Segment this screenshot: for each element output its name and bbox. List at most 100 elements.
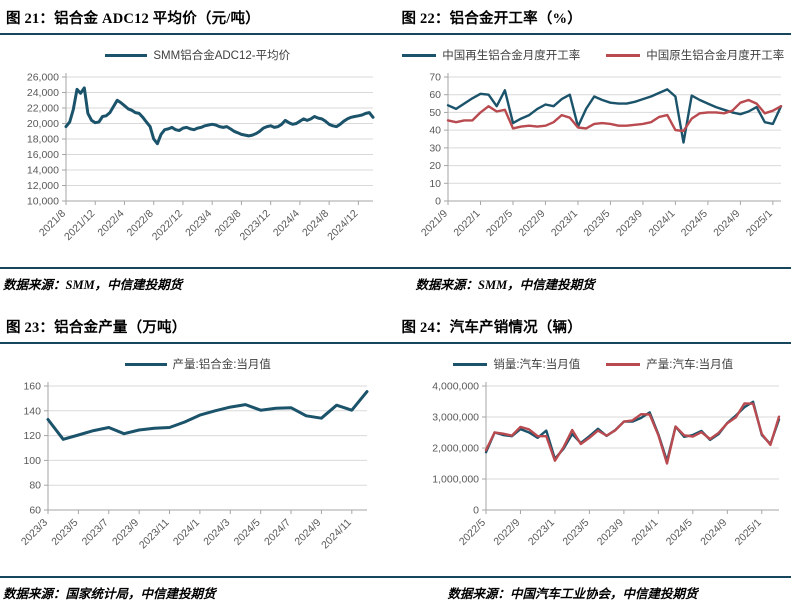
svg-text:2024/3: 2024/3 xyxy=(201,517,232,548)
svg-text:70: 70 xyxy=(429,72,441,84)
svg-text:12,000: 12,000 xyxy=(27,180,59,192)
legend-item: 中国原生铝合金月度开工率 xyxy=(606,47,784,63)
legend-line-marker xyxy=(606,363,640,366)
legend-24: 销量:汽车:当月值 产量:汽车:当月值 xyxy=(396,352,791,376)
svg-text:14,000: 14,000 xyxy=(27,165,59,177)
legend-item: 销量:汽车:当月值 xyxy=(453,356,580,372)
legend-label: 产量:汽车:当月值 xyxy=(646,356,733,372)
auto-prod-sales-chart: 01,000,0002,000,0003,000,0004,000,000202… xyxy=(396,376,791,574)
svg-text:2025/1: 2025/1 xyxy=(732,517,763,548)
svg-text:2024/9: 2024/9 xyxy=(711,208,742,239)
legend-label: 中国再生铝合金月度开工率 xyxy=(442,47,580,63)
legend-line-marker xyxy=(402,54,436,57)
svg-text:2024/5: 2024/5 xyxy=(678,208,709,239)
svg-text:100: 100 xyxy=(23,455,41,467)
svg-text:2022/5: 2022/5 xyxy=(483,208,514,239)
chart-title-21: 图 21：铝合金 ADC12 平均价（元/吨） xyxy=(0,0,396,35)
svg-text:2022/5: 2022/5 xyxy=(456,517,487,548)
svg-text:60: 60 xyxy=(29,505,41,517)
legend-label: 销量:汽车:当月值 xyxy=(493,356,580,372)
panel-operating-rate: 图 22：铝合金开工率（%） 中国再生铝合金月度开工率中国原生铝合金月度开工率 … xyxy=(396,0,791,265)
svg-text:2024/9: 2024/9 xyxy=(698,517,729,548)
top-chart-row: 图 21：铝合金 ADC12 平均价（元/吨） SMM铝合金ADC12-平均价 … xyxy=(0,0,791,265)
svg-text:2023/1: 2023/1 xyxy=(525,517,556,548)
legend-label: SMM铝合金ADC12-平均价 xyxy=(153,47,290,63)
svg-text:2023/7: 2023/7 xyxy=(80,517,111,548)
svg-text:2021/12: 2021/12 xyxy=(62,208,97,243)
svg-text:2025/1: 2025/1 xyxy=(743,208,774,239)
chart-title-22: 图 22：铝合金开工率（%） xyxy=(396,0,791,35)
svg-text:2024/7: 2024/7 xyxy=(262,517,293,548)
svg-text:2023/5: 2023/5 xyxy=(581,208,612,239)
svg-text:0: 0 xyxy=(435,196,441,208)
svg-text:2,000,000: 2,000,000 xyxy=(432,443,479,455)
svg-text:1,000,000: 1,000,000 xyxy=(432,474,479,486)
source-row-bottom: 数据来源：国家统计局，中信建投期货 数据来源：中国汽车工业协会，中信建投期货 xyxy=(0,576,791,612)
svg-text:80: 80 xyxy=(29,480,41,492)
svg-text:2022/9: 2022/9 xyxy=(491,517,522,548)
svg-text:2023/9: 2023/9 xyxy=(613,208,644,239)
svg-text:2022/1: 2022/1 xyxy=(451,208,482,239)
source-24: 数据来源：中国汽车工业协会，中信建投期货 xyxy=(396,578,791,612)
source-23: 数据来源：国家统计局，中信建投期货 xyxy=(0,578,396,612)
svg-text:22,000: 22,000 xyxy=(27,103,59,115)
svg-text:40: 40 xyxy=(429,125,441,137)
legend-item: 中国再生铝合金月度开工率 xyxy=(402,47,580,63)
svg-text:2023/1: 2023/1 xyxy=(548,208,579,239)
svg-text:16,000: 16,000 xyxy=(27,149,59,161)
legend-line-marker xyxy=(105,54,147,57)
panel-adc12-price: 图 21：铝合金 ADC12 平均价（元/吨） SMM铝合金ADC12-平均价 … xyxy=(0,0,396,265)
svg-text:2024/5: 2024/5 xyxy=(232,517,263,548)
svg-text:2024/11: 2024/11 xyxy=(319,517,354,552)
source-21: 数据来源：SMM，中信建投期货 xyxy=(0,269,396,303)
svg-text:4,000,000: 4,000,000 xyxy=(432,381,479,393)
chart-title-23: 图 23：铝合金产量（万吨） xyxy=(0,309,396,344)
svg-text:2023/12: 2023/12 xyxy=(237,208,272,243)
svg-text:10,000: 10,000 xyxy=(27,196,59,208)
svg-text:20: 20 xyxy=(429,160,441,172)
svg-text:10: 10 xyxy=(429,178,441,190)
adc12-price-chart: 10,000 12,000 14,000 16,000 18,000 20,000 22,0… xyxy=(0,67,395,265)
legend-22: 中国再生铝合金月度开工率 中国原生铝合金月度开工率 xyxy=(396,43,791,67)
svg-text:2023/5: 2023/5 xyxy=(560,517,591,548)
svg-text:2024/1: 2024/1 xyxy=(646,208,677,239)
legend-item: SMM铝合金ADC12-平均价 xyxy=(105,47,290,63)
svg-text:2024/1: 2024/1 xyxy=(171,517,202,548)
svg-text:2024/4: 2024/4 xyxy=(271,208,302,239)
legend-23: 产量:铝合金:当月值 xyxy=(0,352,396,376)
svg-text:60: 60 xyxy=(429,89,441,101)
legend-line-marker xyxy=(125,363,167,366)
svg-text:2024/1: 2024/1 xyxy=(629,517,660,548)
svg-text:24,000: 24,000 xyxy=(27,87,59,99)
legend-item: 产量:汽车:当月值 xyxy=(606,356,733,372)
svg-text:2022/12: 2022/12 xyxy=(150,208,185,243)
svg-text:2023/9: 2023/9 xyxy=(594,517,625,548)
svg-text:0: 0 xyxy=(473,505,479,517)
svg-text:2024/12: 2024/12 xyxy=(325,208,360,243)
svg-text:50: 50 xyxy=(429,107,441,119)
svg-text:2022/4: 2022/4 xyxy=(95,208,126,239)
svg-text:2023/11: 2023/11 xyxy=(137,517,172,552)
legend-item: 产量:铝合金:当月值 xyxy=(125,356,271,372)
legend-line-marker xyxy=(453,363,487,366)
svg-text:160: 160 xyxy=(23,381,41,393)
svg-text:2023/4: 2023/4 xyxy=(183,208,214,239)
legend-label: 中国原生铝合金月度开工率 xyxy=(646,47,784,63)
svg-text:2021/9: 2021/9 xyxy=(418,208,449,239)
svg-text:30: 30 xyxy=(429,142,441,154)
legend-label: 产量:铝合金:当月值 xyxy=(173,356,271,372)
legend-21: SMM铝合金ADC12-平均价 xyxy=(0,43,396,67)
svg-text:18,000: 18,000 xyxy=(27,134,59,146)
svg-text:120: 120 xyxy=(23,430,41,442)
svg-text:2023/5: 2023/5 xyxy=(49,517,80,548)
legend-line-marker xyxy=(606,54,640,57)
svg-text:2022/9: 2022/9 xyxy=(516,208,547,239)
svg-text:20,000: 20,000 xyxy=(27,118,59,130)
svg-text:2024/5: 2024/5 xyxy=(663,517,694,548)
source-row-top: 数据来源：SMM，中信建投期货 数据来源：SMM，中信建投期货 xyxy=(0,267,791,303)
